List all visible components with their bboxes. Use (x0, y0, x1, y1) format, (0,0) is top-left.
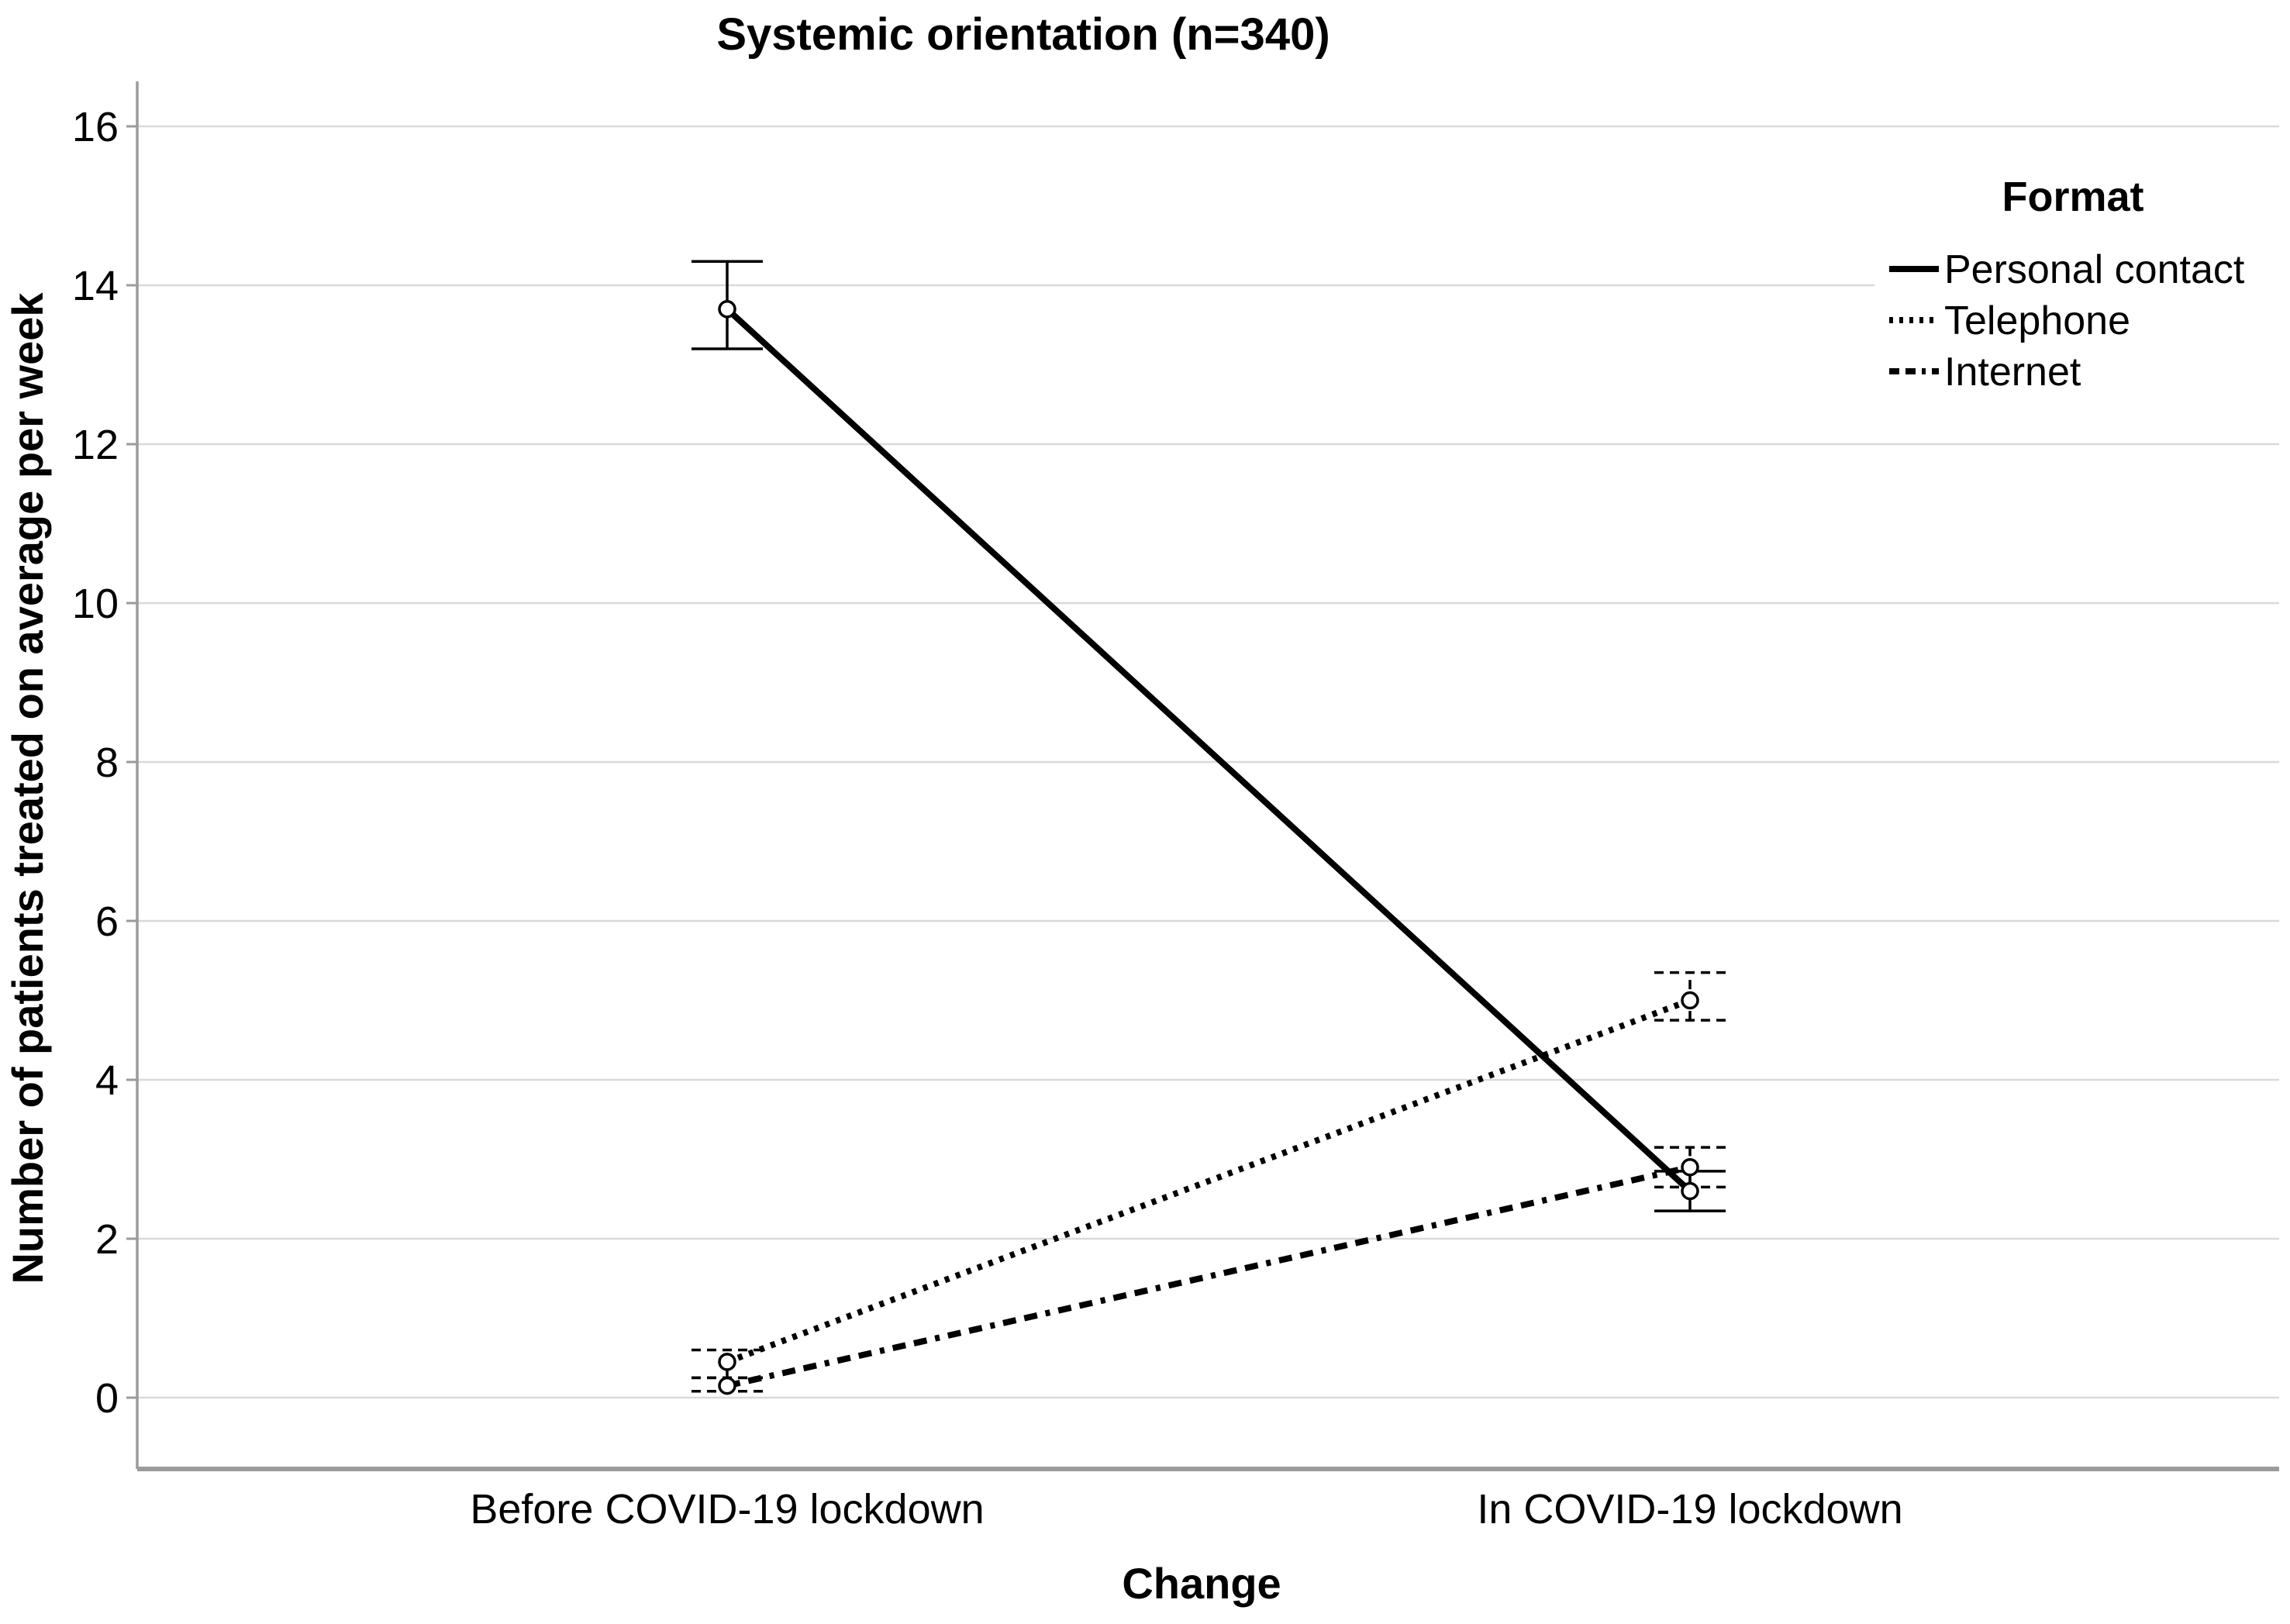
y-axis-title: Number of patients treated on average pe… (3, 292, 52, 1284)
legend-title: Format (2002, 174, 2143, 220)
data-point-telephone (718, 1353, 736, 1371)
y-tick-label: 12 (72, 422, 119, 468)
series-line-telephone (726, 997, 1692, 1365)
y-tick-label: 0 (95, 1375, 119, 1422)
y-tick-label: 14 (72, 263, 119, 309)
y-tick-label: 4 (95, 1057, 119, 1104)
data-point-personal-contact (1681, 1181, 1699, 1201)
y-tick-label: 10 (72, 581, 119, 627)
y-tick-label: 16 (72, 104, 119, 150)
data-point-internet (718, 1376, 736, 1395)
gridlines-layer (137, 125, 2279, 1399)
legend: Personal contact Telephone Internet (1874, 159, 2290, 419)
legend-background (1874, 159, 2290, 419)
series-layer (691, 260, 1726, 1395)
data-point-internet (1681, 1158, 1699, 1177)
x-category-label: In COVID-19 lockdown (1477, 1486, 1902, 1533)
y-tick-label: 6 (95, 898, 119, 945)
series-line-personal-contact (725, 306, 1692, 1194)
data-point-personal-contact (718, 300, 736, 319)
axes-layer: 0 2 4 6 8 10 12 14 16 Before COVID-19 lockdown In … (72, 81, 2279, 1533)
x-category-label: Before COVID-19 lockdown (470, 1486, 984, 1533)
y-tick-label: 8 (95, 740, 119, 786)
legend-item-label-telephone: Telephone (1944, 298, 2130, 343)
legend-item-label-internet: Internet (1944, 350, 2081, 395)
series-line-internet (726, 1164, 1691, 1389)
x-axis-title: Change (1122, 1559, 1281, 1608)
y-tick-label: 2 (95, 1216, 119, 1263)
chart-title: Systemic orientation (n=340) (716, 9, 1330, 60)
legend-item-label-personal-contact: Personal contact (1944, 247, 2245, 292)
data-point-telephone (1681, 991, 1699, 1010)
